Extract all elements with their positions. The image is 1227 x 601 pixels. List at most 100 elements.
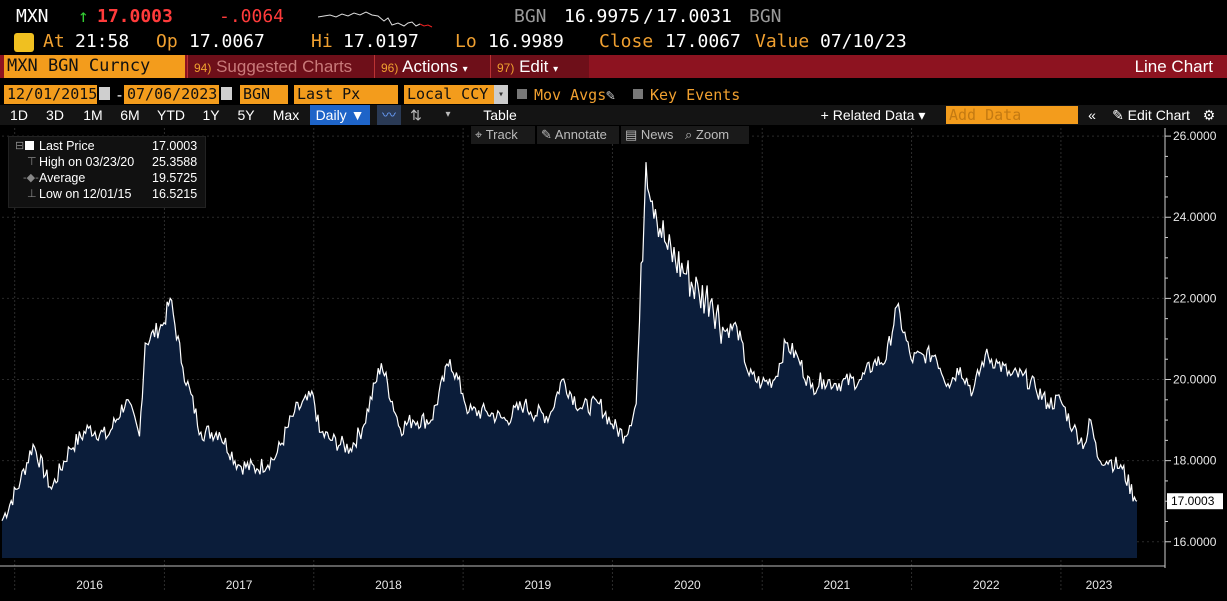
news-tool[interactable]: ▤ News: [621, 126, 683, 144]
period-5y[interactable]: 5Y: [237, 107, 255, 123]
key-events-label[interactable]: Key Events: [650, 86, 741, 104]
add-data-input[interactable]: Add Data: [946, 106, 1078, 124]
track-tool[interactable]: ⌖ Track: [471, 126, 535, 144]
bid-ask-separator: /: [643, 6, 654, 27]
collapse-icon[interactable]: «: [1088, 107, 1096, 123]
y-tick-label: 18.0000: [1173, 454, 1217, 468]
sparkline: [318, 11, 433, 28]
currency-field[interactable]: Local CCY ▾: [404, 85, 508, 104]
value-date: 07/10/23: [820, 31, 907, 52]
actions-label: Actions: [402, 57, 458, 76]
currency-chevron-icon[interactable]: ▾: [494, 85, 508, 104]
x-tick-label: 2021: [824, 578, 851, 592]
x-tick-label: 2019: [524, 578, 551, 592]
period-6m[interactable]: 6M: [120, 107, 140, 123]
x-tick-label: 2020: [674, 578, 701, 592]
date-range-dash: -: [115, 86, 125, 104]
edit-chart-button[interactable]: ✎ Edit Chart: [1112, 107, 1190, 123]
y-tick-label: 16.0000: [1173, 535, 1217, 549]
zoom-icon: ⌕: [685, 127, 696, 142]
end-calendar-icon[interactable]: [221, 87, 232, 100]
source-field[interactable]: BGN: [240, 85, 288, 104]
parameter-row: 12/01/2015 - 07/06/2023 BGN Last Px Loca…: [0, 85, 1227, 105]
edit-number: 97): [497, 61, 515, 75]
average-marker-icon: -◆-: [23, 172, 39, 184]
quote-row: MXN ↑ 17.0003 -.0064 BGN 16.9975 / 17.00…: [0, 6, 1227, 32]
high-label: Hi: [311, 31, 333, 52]
last-value-badge: [1167, 493, 1223, 510]
start-date-field[interactable]: 12/01/2015: [4, 85, 97, 104]
legend-swatch: [25, 141, 34, 150]
open-label: Op: [156, 31, 178, 52]
news-label: News: [640, 127, 674, 142]
high-value: 17.0197: [343, 31, 419, 52]
frequency-dropdown[interactable]: Daily ▼: [310, 105, 370, 125]
zoom-tool[interactable]: ⌕ Zoom: [681, 126, 749, 144]
settings-icon[interactable]: ⚙: [1202, 107, 1216, 123]
legend-low-value: 16.5215: [152, 187, 198, 201]
period-1m[interactable]: 1M: [83, 107, 103, 123]
period-ytd[interactable]: YTD: [157, 107, 185, 123]
start-calendar-icon[interactable]: [99, 87, 110, 100]
x-tick-label: 2023: [1086, 578, 1113, 592]
actions-number: 96): [381, 61, 399, 75]
legend-last-value: 17.0003: [152, 139, 198, 153]
expand-icon[interactable]: ⊟: [15, 140, 25, 152]
edit-chevron-icon: ▾: [553, 64, 559, 75]
period-3d[interactable]: 3D: [46, 107, 64, 123]
bar-style-icon[interactable]: ⇅: [410, 107, 422, 123]
annotate-icon: ✎: [541, 127, 555, 142]
currency-value: Local CCY: [407, 85, 489, 103]
clock-icon[interactable]: [14, 33, 34, 52]
high-marker-icon: ⊤: [27, 156, 37, 168]
zoom-label: Zoom: [695, 127, 730, 142]
pencil-icon[interactable]: ✎: [606, 86, 616, 104]
chart-legend: ⊟ Last Price 17.0003 ⊤ High on 03/23/20 …: [8, 136, 206, 208]
price-line: [1, 162, 1138, 521]
legend-row-last[interactable]: ⊟ Last Price 17.0003: [9, 138, 205, 154]
line-chart-icon[interactable]: 〰: [377, 105, 401, 125]
low-value: 16.9989: [488, 31, 564, 52]
annotate-tool[interactable]: ✎ Annotate: [537, 126, 619, 144]
track-label: Track: [485, 127, 518, 142]
close-label: Close: [599, 31, 654, 52]
at-label: At: [43, 31, 65, 52]
actions-menu[interactable]: 96) Actions ▾: [374, 55, 501, 78]
price-field[interactable]: Last Px: [294, 85, 398, 104]
ask-source: BGN: [749, 6, 782, 27]
period-1y[interactable]: 1Y: [202, 107, 220, 123]
table-button[interactable]: Table: [483, 107, 517, 123]
period-max[interactable]: Max: [272, 107, 300, 123]
crosshair-icon: ⌖: [475, 127, 486, 142]
edit-label: Edit: [519, 57, 549, 76]
legend-low-label: Low on 12/01/15: [39, 187, 132, 201]
actions-chevron-icon: ▾: [462, 64, 468, 75]
edit-menu[interactable]: 97) Edit ▾: [490, 55, 589, 78]
legend-high-label: High on 03/23/20: [39, 155, 135, 169]
security-field[interactable]: MXN BGN Curncy: [4, 55, 185, 78]
key-events-checkbox[interactable]: [633, 89, 643, 99]
x-tick-label: 2018: [375, 578, 402, 592]
bid-price: 16.9975: [564, 6, 640, 27]
x-tick-label: 2016: [76, 578, 103, 592]
last-value-label: 17.0003: [1171, 494, 1215, 508]
mov-avgs-label[interactable]: Mov Avgs: [534, 86, 607, 104]
news-icon: ▤: [625, 127, 641, 142]
mov-avgs-checkbox[interactable]: [517, 89, 527, 99]
legend-last-label: Last Price: [39, 139, 95, 153]
suggested-charts-button[interactable]: 94) Suggested Charts: [187, 55, 384, 78]
low-marker-icon: ⊥: [27, 188, 37, 200]
menu-bar: MXN BGN Curncy 94) Suggested Charts 96) …: [0, 55, 1227, 78]
at-time: 21:58: [75, 31, 130, 52]
style-chevron-icon[interactable]: ▾: [445, 109, 451, 120]
ask-price: 17.0031: [656, 6, 732, 27]
toolbar: 1D 3D 1M 6M YTD 1Y 5Y Max Daily ▼ 〰 ⇅ ▾ …: [0, 105, 1227, 125]
legend-average-value: 19.5725: [152, 171, 198, 185]
close-value: 17.0067: [665, 31, 741, 52]
period-1d[interactable]: 1D: [10, 107, 28, 123]
related-data-button[interactable]: + Related Data ▾: [820, 107, 926, 123]
legend-row-average: -◆- Average 19.5725: [9, 170, 205, 186]
suggested-charts-number: 94): [194, 61, 212, 75]
end-date-field[interactable]: 07/06/2023: [124, 85, 219, 104]
